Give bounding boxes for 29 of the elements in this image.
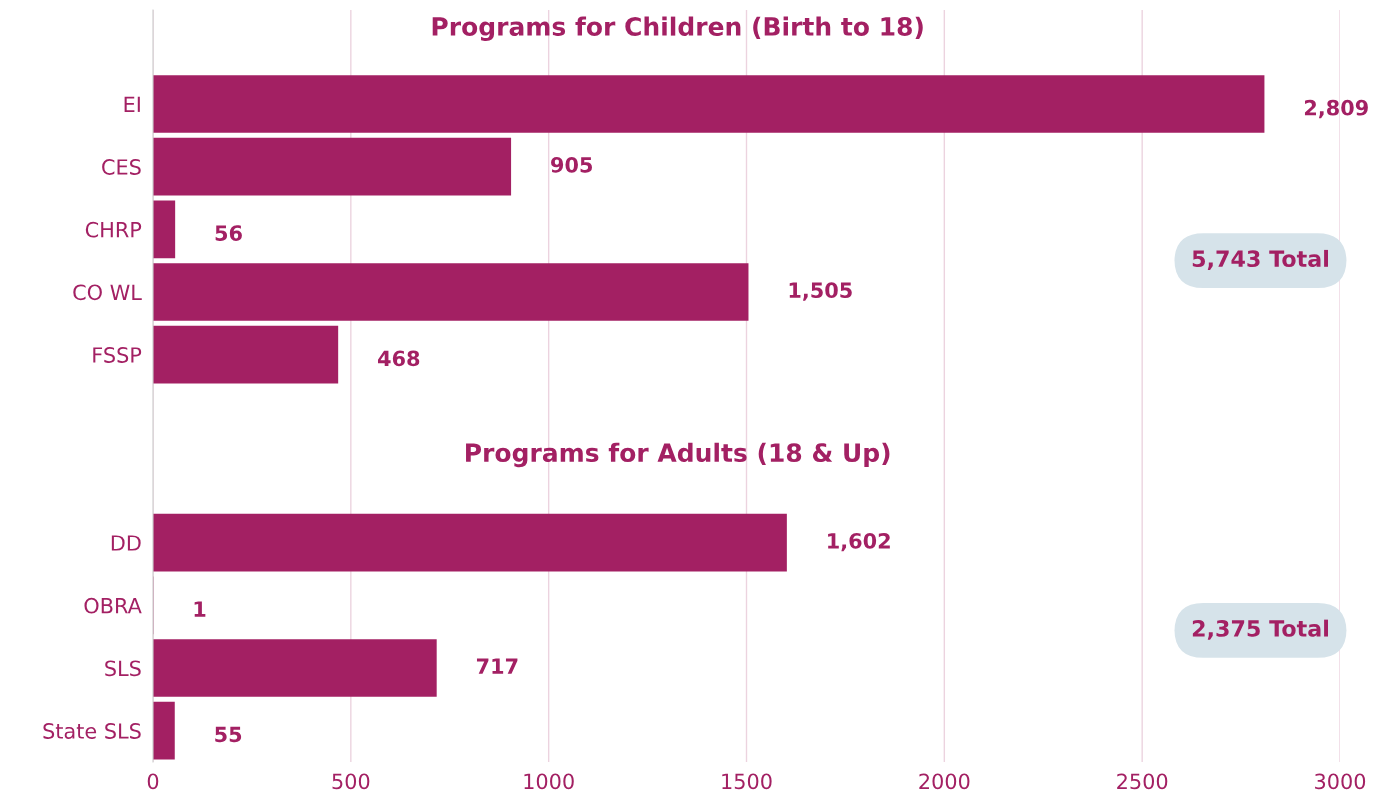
annotation: 5,743 Total xyxy=(1192,249,1328,270)
y-tick-label: CHRP xyxy=(85,221,142,238)
data-label: 1,602 xyxy=(828,532,890,552)
data-label: 2,809 xyxy=(1304,99,1368,119)
data-label: 905 xyxy=(551,156,592,173)
data-label: 717 xyxy=(476,658,518,674)
y-tick-label: CO WL xyxy=(73,284,142,301)
x-tick-label: 3000 xyxy=(1315,773,1366,790)
data-label: 55 xyxy=(215,726,242,743)
data-label: 1 xyxy=(194,601,206,617)
chart-title: Programs for Children (Birth to 18) xyxy=(432,16,923,41)
y-tick-label: OBRA xyxy=(84,597,142,614)
y-tick-label: State SLS xyxy=(43,723,141,739)
x-tick-label: 1000 xyxy=(524,773,574,790)
data-label: 56 xyxy=(215,225,242,241)
y-tick-label: FSSP xyxy=(93,347,142,363)
x-tick-label: 0 xyxy=(147,773,159,790)
y-tick-label: CES xyxy=(102,159,141,175)
data-label: 1,505 xyxy=(789,282,852,301)
x-tick-label: 500 xyxy=(332,773,370,790)
annotation: Programs for Adults (18 & Up) xyxy=(466,442,890,468)
y-tick-label: SLS xyxy=(105,660,141,677)
annotation: 2,375 Total xyxy=(1192,619,1328,640)
y-tick-label: DD xyxy=(111,535,141,551)
x-tick-label: 2000 xyxy=(919,773,970,790)
x-tick-label: 1500 xyxy=(722,773,772,790)
x-tick-label: 2500 xyxy=(1117,773,1168,790)
y-tick-label: EI xyxy=(124,96,140,112)
data-label: 468 xyxy=(378,350,420,367)
